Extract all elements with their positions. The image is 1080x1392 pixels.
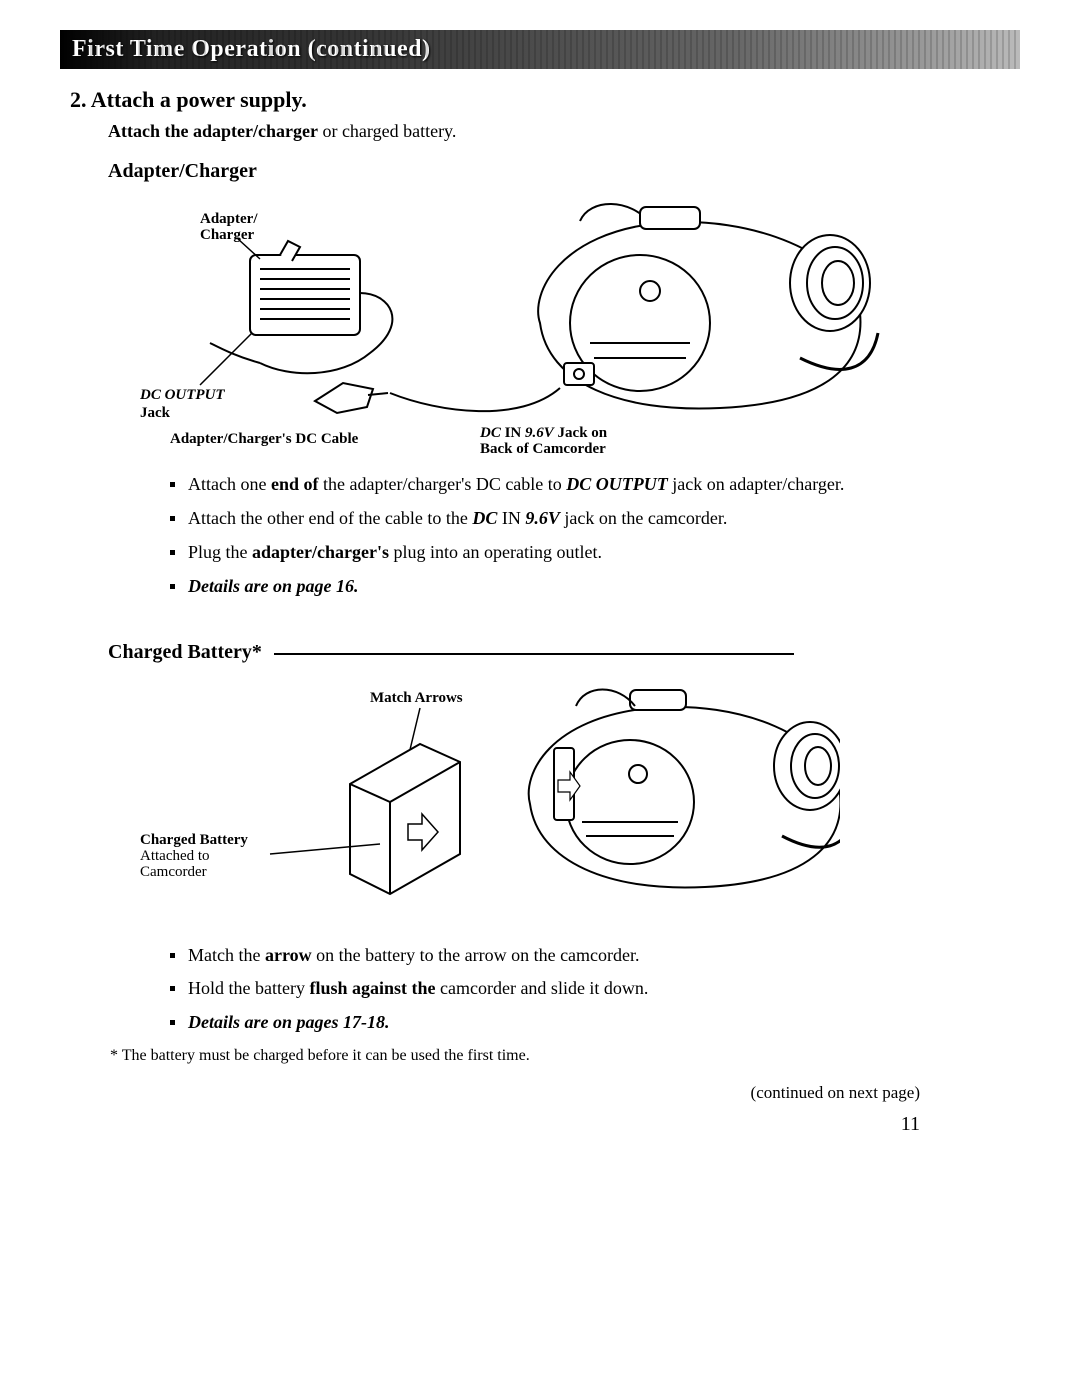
subtitle-rest: or charged battery.: [318, 121, 456, 141]
text: jack on the camcorder.: [560, 508, 727, 528]
step-title: 2. Attach a power supply.: [70, 87, 1020, 113]
text: Hold the battery: [188, 978, 309, 998]
text: Attach one: [188, 474, 271, 494]
adapter-bullets: Attach one end of the adapter/charger's …: [130, 471, 1020, 601]
svg-text:Match Arrows: Match Arrows: [370, 690, 463, 706]
svg-text:DC OUTPUTJack: DC OUTPUTJack: [140, 387, 225, 421]
list-item: Details are on pages 17-18.: [170, 1009, 1020, 1037]
text: flush against the: [309, 978, 435, 998]
adapter-section-label: Adapter/Charger: [108, 160, 1020, 183]
list-item: Attach the other end of the cable to the…: [170, 505, 1020, 533]
svg-text:Back of Camcorder: Back of Camcorder: [480, 441, 606, 453]
list-item: Match the arrow on the battery to the ar…: [170, 942, 1020, 970]
svg-text:DC IN 9.6V Jack on: DC IN 9.6V Jack on: [479, 425, 608, 441]
step-subtitle: Attach the adapter/charger or charged ba…: [108, 121, 1020, 142]
step-number: 2.: [70, 87, 87, 112]
subtitle-bold: Attach the adapter/charger: [108, 121, 318, 141]
text: jack on adapter/charger.: [668, 474, 845, 494]
text: end of: [271, 474, 319, 494]
list-item: Details are on page 16.: [170, 573, 1020, 601]
list-item: Hold the battery flush against the camco…: [170, 975, 1020, 1003]
details-text: Details are on pages 17-18.: [188, 1012, 390, 1032]
battery-bullets: Match the arrow on the battery to the ar…: [130, 942, 1020, 1038]
text: Plug the: [188, 542, 252, 562]
svg-text:Charged BatteryAttached toCamc: Charged BatteryAttached toCamcorder: [140, 832, 248, 880]
text: camcorder and slide it down.: [436, 978, 649, 998]
text: IN: [497, 508, 525, 528]
text: Attach the other end of the cable to the: [188, 508, 472, 528]
text: plug into an operating outlet.: [389, 542, 602, 562]
text: on the battery to the arrow on the camco…: [312, 945, 640, 965]
text: DC OUTPUT: [566, 474, 668, 494]
page-banner: First Time Operation (continued): [60, 30, 1020, 69]
text: 9.6V: [525, 508, 560, 528]
step-heading: Attach a power supply.: [91, 87, 307, 112]
list-item: Plug the adapter/charger's plug into an …: [170, 539, 1020, 567]
text: DC: [472, 508, 497, 528]
battery-diagram: Match Arrows: [140, 674, 1020, 924]
list-item: Attach one end of the adapter/charger's …: [170, 471, 1020, 499]
battery-footnote: * The battery must be charged before it …: [110, 1047, 1020, 1065]
svg-text:Adapter/Charger's DC Cable: Adapter/Charger's DC Cable: [170, 431, 359, 447]
details-text: Details are on page 16.: [188, 576, 359, 596]
text: the adapter/charger's DC cable to: [318, 474, 566, 494]
continued-label: (continued on next page): [60, 1083, 920, 1103]
text: adapter/charger's: [252, 542, 389, 562]
text: arrow: [265, 945, 312, 965]
svg-text:Adapter/Charger: Adapter/Charger: [200, 211, 258, 243]
page-number: 11: [60, 1113, 920, 1136]
adapter-diagram: Adapter/Charger DC OUTPUTJack Adapter/Ch…: [140, 193, 1020, 453]
text: Match the: [188, 945, 265, 965]
battery-section-label: Charged Battery*: [108, 641, 262, 663]
rule-line: [274, 653, 794, 655]
